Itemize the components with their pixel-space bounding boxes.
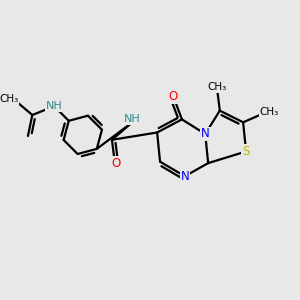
Text: NH: NH — [46, 101, 63, 111]
Text: CH₃: CH₃ — [207, 82, 226, 92]
Text: S: S — [242, 145, 250, 158]
Text: N: N — [201, 128, 210, 140]
Text: N: N — [181, 170, 189, 183]
Text: O: O — [169, 90, 178, 103]
Text: O: O — [112, 157, 121, 169]
Text: CH₃: CH₃ — [260, 107, 279, 117]
Text: NH: NH — [124, 114, 141, 124]
Text: CH₃: CH₃ — [0, 94, 19, 104]
